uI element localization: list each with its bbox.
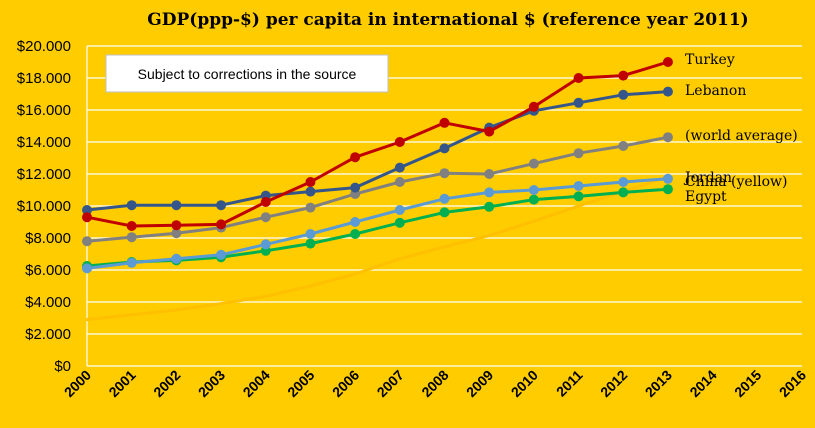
data-point (394, 205, 405, 215)
data-point (126, 257, 137, 268)
series-line (85, 135, 670, 243)
data-point (350, 182, 361, 193)
series-0 (85, 174, 670, 322)
series-label: Egypt (685, 189, 727, 205)
data-point (573, 148, 584, 159)
y-tick-label: $4.000 (25, 294, 71, 311)
data-point (662, 184, 673, 195)
series-lines (82, 57, 673, 322)
data-point (305, 177, 316, 187)
series-line (85, 187, 670, 268)
data-point (171, 253, 182, 264)
data-point (305, 238, 316, 249)
data-point (260, 197, 271, 207)
series-line (85, 174, 670, 322)
data-point (439, 117, 450, 128)
data-point (305, 229, 316, 239)
data-point (216, 200, 227, 211)
data-point (305, 202, 316, 213)
data-point (439, 207, 450, 218)
data-point (573, 181, 584, 191)
data-point (216, 219, 227, 230)
data-point (618, 141, 629, 151)
y-tick-label: $8.000 (25, 230, 71, 247)
data-point (484, 169, 495, 179)
series-line (85, 90, 670, 212)
data-point (260, 239, 271, 250)
series-label: Lebanon (685, 83, 746, 99)
y-tick-label: $2.000 (25, 326, 71, 343)
data-point (394, 177, 405, 187)
data-point (350, 229, 361, 239)
data-point (439, 193, 450, 204)
series-2 (82, 173, 673, 274)
data-point (528, 185, 539, 195)
data-point (126, 200, 137, 211)
data-point (484, 201, 495, 212)
data-point (528, 158, 539, 169)
data-point (618, 70, 629, 81)
chart-title: GDP(ppp-$) per capita in international $… (147, 10, 748, 30)
y-tick-label: $16.000 (17, 102, 71, 119)
data-point (662, 132, 673, 143)
data-point (126, 232, 137, 243)
note-text: Subject to corrections in the source (138, 66, 357, 82)
y-tick-label: $14.000 (17, 134, 71, 151)
data-point (484, 126, 495, 137)
y-tick-label: $18.000 (17, 70, 71, 87)
data-point (484, 187, 495, 198)
data-point (573, 97, 584, 108)
series-4 (82, 86, 673, 215)
data-point (82, 263, 92, 274)
data-point (171, 200, 182, 211)
data-point (618, 89, 629, 100)
y-tick-label: $20.000 (17, 38, 71, 55)
series-labels: China (yellow)Egypt Jordan (world average)… (683, 52, 798, 205)
data-point (126, 221, 137, 231)
series-line (85, 60, 670, 228)
data-point (528, 101, 539, 112)
y-tick-label: $6.000 (25, 262, 71, 279)
data-point (662, 57, 673, 67)
data-point (350, 152, 361, 163)
data-point (171, 228, 182, 239)
data-point (528, 194, 539, 205)
series-label: Jordan (683, 170, 732, 186)
data-point (394, 162, 405, 173)
y-tick-label: $0 (54, 358, 71, 375)
series-label: (world average) (685, 128, 798, 144)
data-point (618, 177, 629, 187)
data-point (573, 191, 584, 202)
y-axis-ticks: $0 $2.000 $4.000 $6.000 $8.000 $10.000 $12.000… (17, 38, 71, 375)
data-point (350, 217, 361, 227)
data-point (573, 73, 584, 83)
data-point (171, 220, 182, 231)
data-point (260, 212, 271, 223)
y-tick-label: $10.000 (17, 198, 71, 215)
gridlines (86, 45, 802, 367)
note-box: Subject to corrections in the source (105, 54, 389, 93)
series-5 (82, 57, 673, 231)
data-point (662, 86, 673, 97)
data-point (82, 205, 92, 215)
data-point (82, 236, 92, 247)
data-point (618, 187, 629, 198)
data-point (394, 217, 405, 228)
series-label: China (yellow) (685, 174, 788, 190)
data-point (394, 137, 405, 147)
data-point (216, 249, 227, 260)
data-point (82, 212, 92, 223)
data-point (662, 173, 673, 184)
data-point (439, 168, 450, 179)
y-tick-label: $12.000 (17, 166, 71, 183)
data-point (439, 143, 450, 154)
series-line (85, 177, 670, 270)
data-point (305, 186, 316, 197)
series-label: Turkey (685, 52, 735, 68)
